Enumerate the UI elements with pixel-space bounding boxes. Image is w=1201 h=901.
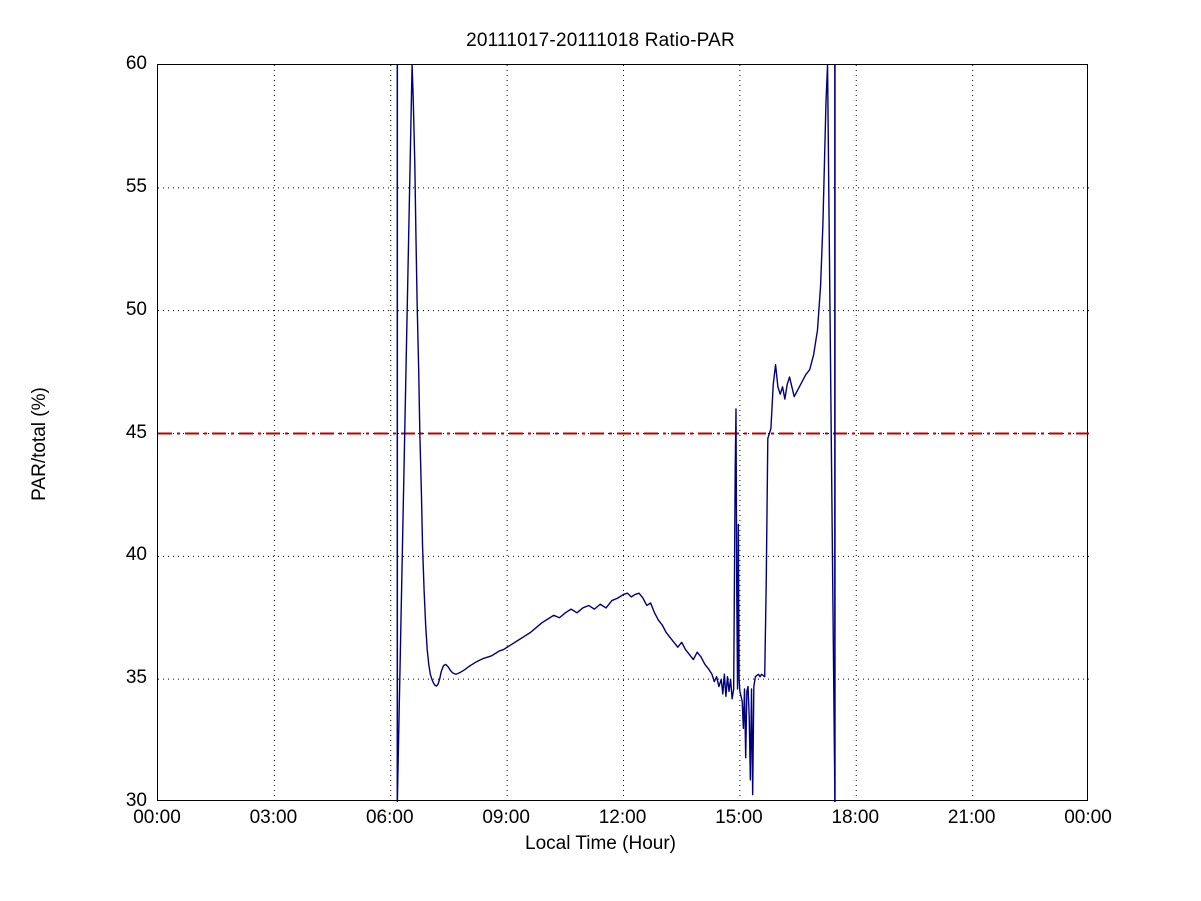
y-axis-label: PAR/total (%) [29, 387, 50, 501]
x-tick-label: 03:00 [249, 807, 298, 828]
x-tick-label: 09:00 [482, 807, 530, 828]
x-axis-label: Local Time (Hour) [525, 833, 676, 854]
x-tick-label: 00:00 [1064, 807, 1112, 828]
y-tick-label: 60 [125, 53, 147, 74]
plot-svg [158, 65, 1089, 802]
y-tick-label: 55 [125, 175, 147, 197]
x-tick-label: 18:00 [831, 807, 880, 828]
plot-area [157, 64, 1089, 802]
y-tick-label: 50 [125, 298, 147, 320]
y-tick-label: 35 [125, 667, 147, 689]
y-tick-label: 30 [125, 790, 147, 811]
y-tick-label: 45 [125, 421, 147, 443]
data-series-par-ratio [396, 65, 836, 802]
x-tick-label: 21:00 [947, 807, 996, 828]
x-tick-label: 12:00 [598, 807, 647, 828]
x-tick-label: 15:00 [715, 807, 763, 828]
chart-title: 20111017-20111018 Ratio-PAR [466, 30, 735, 51]
x-tick-label: 06:00 [365, 807, 414, 828]
x-tick-label: 00:00 [133, 807, 181, 828]
y-tick-label: 40 [125, 544, 147, 566]
